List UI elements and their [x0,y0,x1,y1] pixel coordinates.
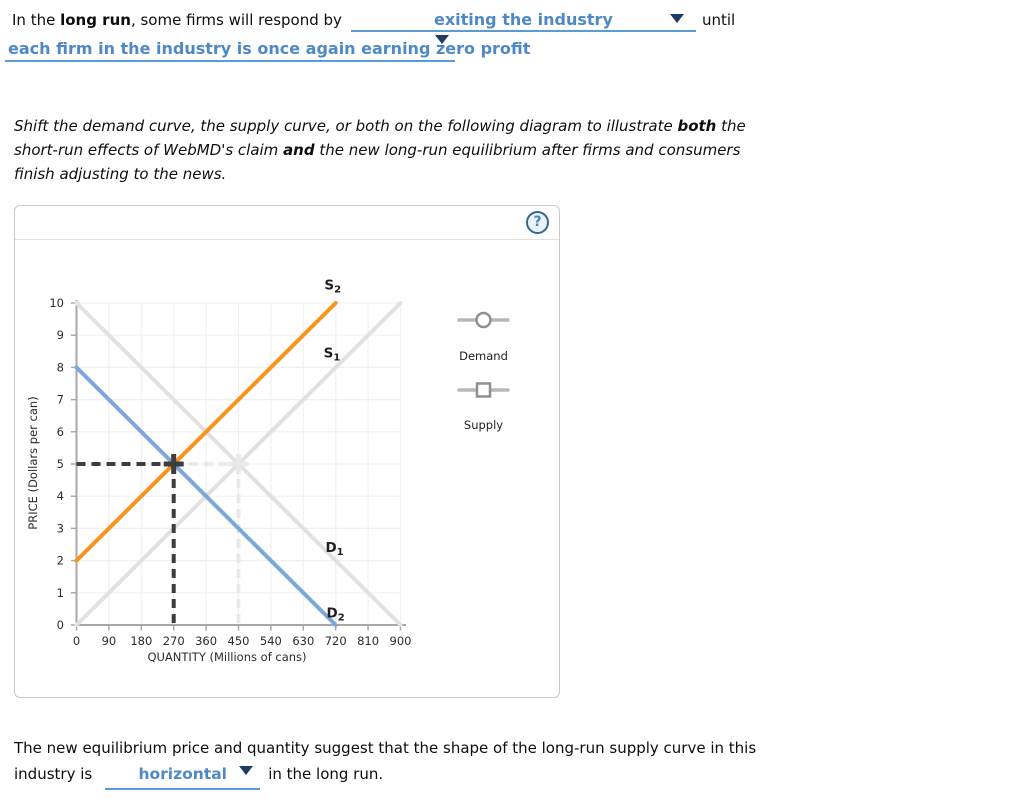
y-tick-label: 1 [57,586,64,600]
supply-demand-chart: 0 1 2 3 4 5 6 7 8 9 10 0 90 180 270 360 450 540 630 720 810 9… [26,278,510,664]
question-text-bold: long run [60,11,131,29]
x-tick-label: 270 [163,634,185,648]
x-tick-label: 630 [292,634,314,648]
question-text: In the [12,11,61,29]
x-axis-title: QUANTITY (Millions of cans) [147,650,306,664]
supply-legend-label: Supply [464,418,503,432]
demand-curve-d2[interactable] [74,365,338,627]
curve-label-d1: D1 [325,540,343,558]
demand-legend-label: Demand [459,349,508,363]
question-text: , some firms will respond by [130,11,342,29]
y-tick-label: 6 [57,425,64,439]
instructions-text: finish adjusting to the news. [14,165,227,183]
y-axis-title: PRICE (Dollars per can) [26,396,40,529]
y-tick-label: 7 [57,393,64,407]
x-tick-label: 450 [228,634,250,648]
y-tick-label: 5 [57,457,64,471]
question-top-line1: In the long run, some firms will respond… [12,10,1017,32]
x-tick-label: 90 [102,634,117,648]
x-tick-label: 900 [390,634,412,648]
graph-panel: ? 0 1 2 3 4 5 6 7 8 9 10 0 90 180 270 360 450 540 630 720 81… [14,205,560,698]
x-tick-label: 360 [195,634,217,648]
question-text: industry is [14,765,93,783]
demand-slider-handle[interactable] [475,311,492,329]
question-top-line2: each firm in the industry is once again … [5,35,1017,62]
instructions-paragraph: Shift the demand curve, the supply curve… [14,114,1004,186]
question-top: In the long run, some firms will respond… [5,10,1017,62]
y-tick-label: 9 [57,328,64,342]
dropdown-selected-value: horizontal [138,765,227,783]
instructions-text: Shift the demand curve, the supply curve… [14,117,678,135]
chevron-down-icon [435,35,449,44]
graph-panel-header: ? [15,206,559,240]
supply-curve-s2[interactable] [74,301,338,563]
dropdown-until-selected-value: each firm in the industry is once again … [8,39,531,58]
instructions-text: short-run effects of WebMD's claim [14,141,284,159]
question-text: The new equilibrium price and quantity s… [14,739,757,757]
y-tick-label: 0 [57,618,64,632]
dropdown-supply-curve-shape[interactable]: horizontal [105,762,261,790]
question-text: until [701,11,736,29]
dropdown-until-underline[interactable] [5,60,455,62]
chevron-down-icon [669,14,684,23]
curve-label-s1: S1 [324,345,341,363]
instructions-bold: both [677,117,717,135]
y-tick-label: 10 [49,296,64,310]
x-tick-label: 180 [130,634,152,648]
y-tick-label: 8 [57,360,64,374]
question-bottom-line1: The new equilibrium price and quantity s… [14,736,1014,761]
y-tick-label: 3 [57,521,64,535]
chevron-down-icon [239,766,254,775]
instructions-text: the new long-run equilibrium after firms… [314,141,741,159]
curve-label-d2: D2 [327,605,345,623]
y-tick-label: 2 [57,554,64,568]
help-icon[interactable]: ? [526,211,549,234]
x-tick-label: 720 [325,634,347,648]
x-tick-label: 0 [73,634,80,648]
instructions-text: the [716,117,746,135]
curve-label-s2: S2 [324,278,341,296]
question-bottom: The new equilibrium price and quantity s… [14,736,1014,790]
instructions-bold: and [283,141,315,159]
dropdown-firm-response[interactable]: exiting the industry [350,10,696,32]
y-tick-label: 4 [57,489,64,503]
supply-slider-handle[interactable] [475,382,492,398]
x-tick-label: 540 [260,634,282,648]
dropdown-selected-value: exiting the industry [434,10,613,29]
question-bottom-line2: industry is horizontal in the long run. [14,762,1014,790]
x-tick-label: 810 [357,634,379,648]
question-text: in the long run. [268,765,384,783]
